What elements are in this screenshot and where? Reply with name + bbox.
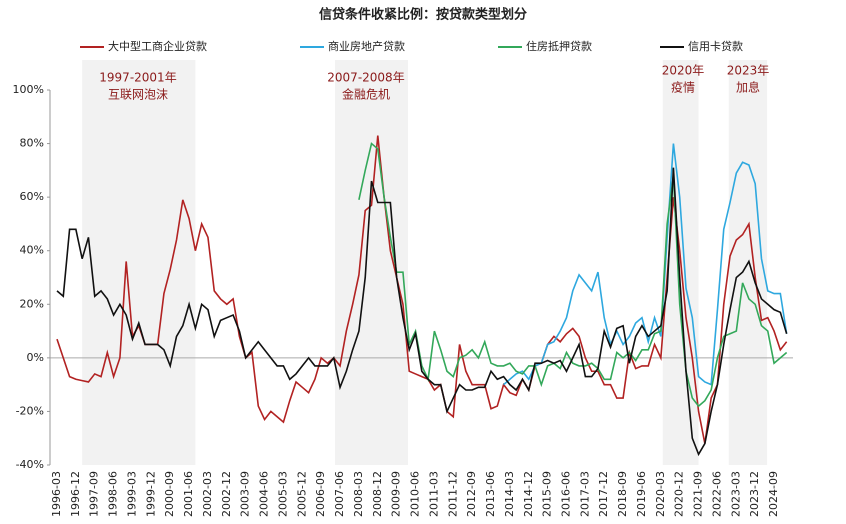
- x-tick-label: 2017-03: [578, 471, 591, 517]
- x-tick-label: 2003-09: [239, 471, 252, 517]
- x-tick-label: 2013-06: [484, 471, 497, 517]
- annotation: 金融危机: [342, 87, 390, 102]
- x-tick-label: 2015-09: [541, 471, 554, 517]
- x-tick-label: 2009-09: [390, 471, 403, 517]
- x-tick-label: 2008-12: [371, 471, 384, 517]
- chart-title: 信贷条件收紧比例：按贷款类型划分: [319, 7, 527, 23]
- y-tick-label: -40%: [16, 458, 44, 471]
- x-tick-label: 1999-12: [144, 471, 157, 517]
- x-tick-label: 1996-03: [50, 471, 63, 517]
- x-tick-label: 1997-09: [88, 471, 101, 517]
- annotation: 2007-2008年: [327, 71, 404, 85]
- annotation: 1997-2001年: [99, 71, 176, 85]
- x-tick-label: 2008-03: [352, 471, 365, 517]
- x-tick-label: 2005-03: [276, 471, 289, 517]
- x-tick-label: 2020-12: [673, 471, 686, 517]
- legend-label: 信用卡贷款: [688, 39, 743, 53]
- y-tick-label: 100%: [13, 83, 44, 96]
- x-tick-label: 2016-06: [559, 471, 572, 517]
- x-tick-label: 2011-12: [446, 471, 459, 517]
- y-tick-label: 0%: [27, 351, 44, 364]
- x-tick-label: 2014-03: [503, 471, 516, 517]
- x-tick-label: 2011-03: [427, 471, 440, 517]
- shade: [82, 60, 196, 465]
- x-tick-label: 1996-12: [69, 471, 82, 517]
- annotation: 2020年: [662, 64, 705, 78]
- y-tick-label: -20%: [16, 404, 44, 417]
- x-tick-label: 2005-12: [295, 471, 308, 517]
- annotation: 疫情: [671, 80, 695, 95]
- x-tick-label: 2020-03: [654, 471, 667, 517]
- x-tick-label: 2014-12: [522, 471, 535, 517]
- annotation: 加息: [736, 80, 760, 95]
- x-tick-label: 2022-06: [710, 471, 723, 517]
- x-tick-label: 1999-03: [125, 471, 138, 517]
- x-tick-label: 2004-06: [258, 471, 271, 517]
- x-tick-label: 2024-09: [767, 471, 780, 517]
- legend-label: 住房抵押贷款: [526, 39, 592, 53]
- x-tick-label: 2017-12: [597, 471, 610, 517]
- shade: [335, 60, 408, 465]
- x-tick-label: 2018-09: [616, 471, 629, 517]
- x-tick-label: 2010-06: [409, 471, 422, 517]
- x-tick-label: 2019-06: [635, 471, 648, 517]
- x-tick-label: 2001-06: [182, 471, 195, 517]
- annotation: 互联网泡沫: [108, 88, 168, 102]
- x-tick-label: 2000-09: [163, 471, 176, 517]
- series-line: [56, 167, 788, 457]
- legend-label: 大中型工商企业贷款: [108, 39, 207, 53]
- y-tick-label: 20%: [20, 297, 44, 310]
- x-tick-label: 2021-09: [692, 471, 705, 517]
- x-tick-label: 1998-06: [107, 471, 120, 517]
- y-tick-label: 60%: [20, 190, 44, 203]
- legend-label: 商业房地产贷款: [328, 39, 405, 53]
- x-tick-label: 2002-03: [201, 471, 214, 517]
- series-line: [358, 142, 788, 408]
- x-tick-label: 2023-03: [729, 471, 742, 517]
- x-tick-label: 2006-09: [314, 471, 327, 517]
- x-tick-label: 2023-12: [748, 471, 761, 517]
- x-tick-label: 2007-06: [333, 471, 346, 517]
- x-tick-label: 2012-09: [465, 471, 478, 517]
- y-tick-label: 40%: [20, 244, 44, 257]
- y-tick-label: 80%: [20, 137, 44, 150]
- annotation: 2023年: [727, 64, 770, 78]
- x-tick-label: 2002-12: [220, 471, 233, 517]
